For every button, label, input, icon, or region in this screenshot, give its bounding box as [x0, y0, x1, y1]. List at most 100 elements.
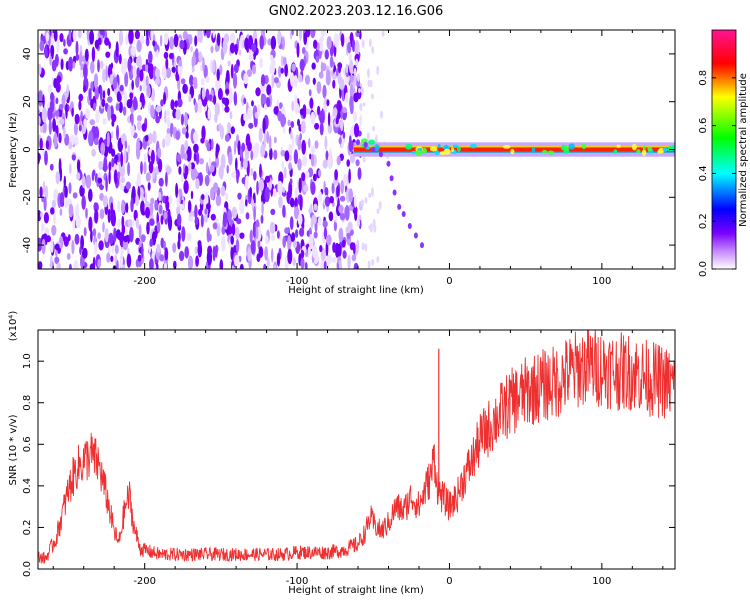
heatmap-cell [253, 206, 256, 222]
heatmap-cell [58, 103, 64, 111]
heatmap-cell [139, 69, 144, 82]
heatmap-cell [38, 63, 42, 75]
heatmap-cell [112, 77, 118, 90]
heatmap-cell [49, 37, 54, 48]
heatmap-cell [141, 123, 147, 132]
heatmap-cell [308, 233, 314, 250]
heatmap-cell [353, 92, 359, 103]
heatmap-cell [299, 58, 305, 72]
heatmap-cell [220, 153, 226, 170]
heatmap-cell [332, 65, 337, 73]
heatmap-cell [186, 232, 192, 242]
heatmap-cell [343, 173, 348, 186]
heatmap-cell [114, 154, 119, 162]
heatmap-cell [107, 96, 113, 103]
heatmap-cell [90, 61, 95, 74]
heatmap-cell [73, 259, 79, 269]
tail-point [420, 242, 424, 249]
colorbar: 0.0 0.2 0.4 0.6 0.8 Normalized spectral ampl… [698, 29, 749, 277]
heatmap-cell [165, 165, 172, 175]
heatmap-cell [183, 180, 189, 194]
heatmap-cell [288, 181, 293, 198]
heatmap-cell [304, 74, 311, 85]
heatmap-cell [178, 231, 181, 243]
heatmap-cell [202, 57, 205, 72]
heatmap-cell [231, 223, 236, 236]
heatmap-cell [355, 58, 359, 68]
heatmap-cell [339, 78, 345, 90]
heatmap-cell [72, 61, 76, 69]
heatmap-cell [90, 81, 94, 91]
spectral-line-blob [439, 151, 446, 156]
heatmap-cell [227, 122, 231, 132]
heatmap-cell [332, 73, 337, 80]
heatmap-cell [306, 108, 311, 115]
heatmap-cell [127, 218, 133, 228]
heatmap-cell [195, 151, 200, 165]
heatmap-cell [116, 260, 119, 269]
heatmap-cell [156, 243, 161, 254]
heatmap-cell [117, 218, 121, 229]
heatmap-cell [120, 151, 124, 167]
heatmap-cell [93, 137, 99, 146]
heatmap-cell [65, 103, 68, 119]
heatmap-cell [239, 199, 245, 215]
heatmap-cell [364, 243, 368, 252]
heatmap-cell [304, 170, 310, 179]
heatmap-cell [269, 63, 276, 75]
heatmap-cell [68, 263, 72, 269]
heatmap-cell [337, 62, 342, 74]
heatmap-cell [68, 203, 74, 218]
heatmap-cell [102, 90, 106, 100]
heatmap-cell [323, 228, 328, 238]
heatmap-cell [340, 180, 345, 194]
heatmap-cell [147, 182, 151, 191]
heatmap-cell [129, 226, 134, 243]
heatmap-cell [327, 123, 333, 134]
heatmap-cell [119, 164, 126, 178]
heatmap-cell [44, 185, 49, 200]
heatmap-cell [139, 101, 142, 109]
heatmap-cell [324, 135, 328, 151]
heatmap-cell [358, 87, 361, 93]
heatmap-cell [178, 68, 182, 80]
heatmap-cell [176, 213, 182, 227]
heatmap-cell [230, 235, 234, 245]
heatmap-cell [247, 247, 252, 262]
heatmap-cell [105, 65, 108, 82]
heatmap-cell [53, 30, 58, 42]
x-tick-label: -100 [286, 576, 309, 587]
heatmap-cell [180, 172, 184, 183]
heatmap-cell [354, 40, 360, 57]
heatmap-cell [280, 150, 286, 157]
heatmap-cell [349, 135, 352, 145]
heatmap-cell [45, 32, 50, 42]
heatmap-cell [178, 166, 182, 175]
heatmap-cell [97, 258, 101, 269]
heatmap-cell [184, 165, 189, 176]
heatmap-cell [309, 97, 314, 109]
heatmap-cell [205, 203, 211, 210]
heatmap-cell [213, 182, 219, 193]
heatmap-cell [232, 72, 238, 89]
x-tick-label: 100 [592, 576, 611, 587]
heatmap-cell [290, 197, 295, 208]
heatmap-cell [280, 67, 284, 74]
heatmap-cell [230, 64, 234, 79]
heatmap-cell [188, 215, 194, 222]
heatmap-cell [243, 72, 249, 85]
heatmap-cell [340, 118, 344, 132]
spectral-line-blob [450, 147, 455, 153]
heatmap-cell [129, 92, 134, 100]
heatmap-cell [99, 208, 105, 220]
heatmap-cell [269, 54, 274, 61]
heatmap-cell [102, 195, 108, 208]
heatmap-cell [111, 157, 115, 168]
heatmap-cell [277, 30, 282, 46]
colorbar-tick-label: 0.4 [698, 165, 709, 181]
heatmap-cell [64, 185, 68, 198]
heatmap-cell [41, 121, 47, 134]
heatmap-cell [180, 78, 186, 85]
